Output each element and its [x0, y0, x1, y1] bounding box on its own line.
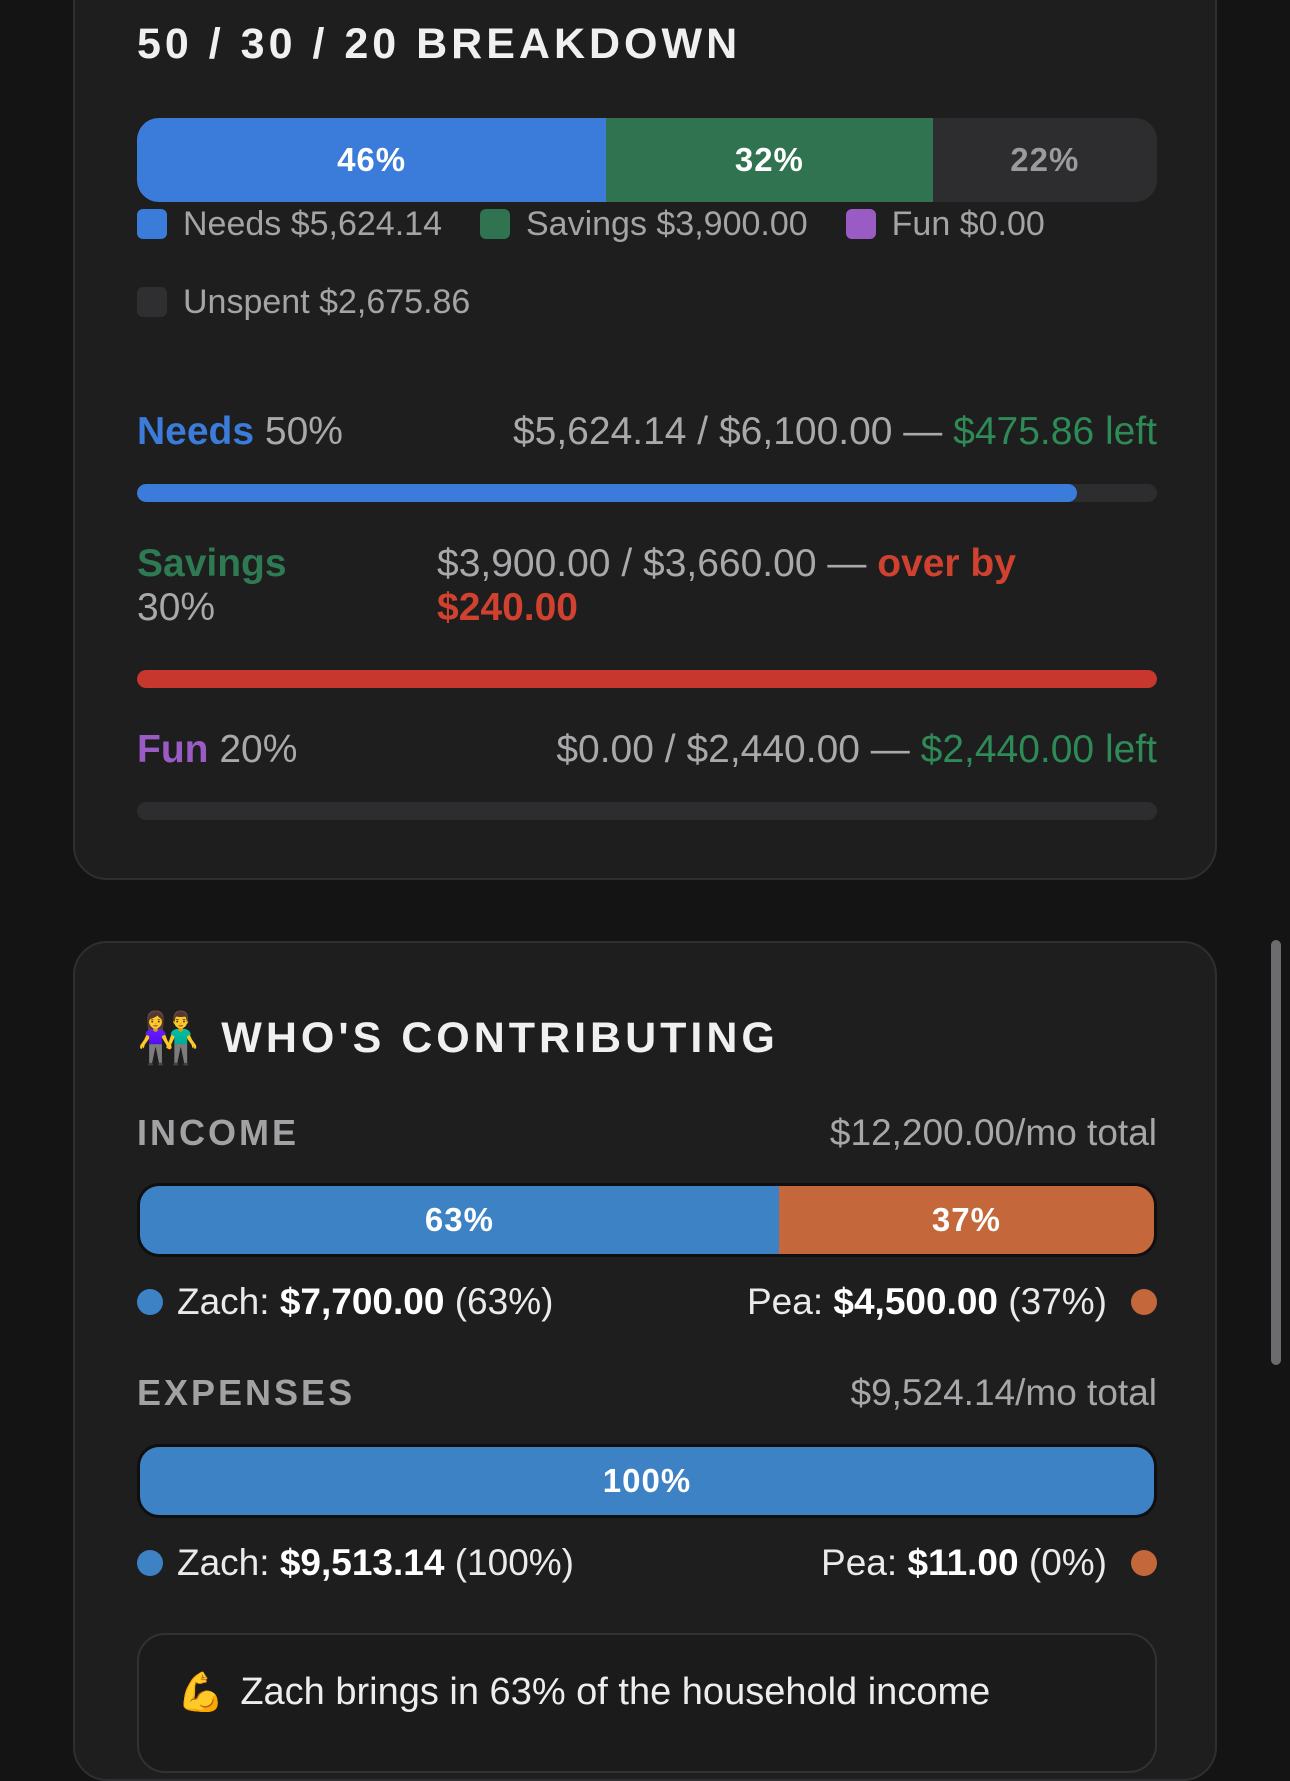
savings-status-label: over by	[877, 542, 1016, 585]
savings-pct: 30%	[137, 586, 216, 629]
needs-progress	[137, 484, 1157, 502]
allocation-legend: Needs $5,624.14 Savings $3,900.00 Fun $0…	[137, 202, 1177, 324]
savings-amount: $3,900.00 / $3,660.00 —	[437, 542, 867, 585]
income-people-row: Zach: $7,700.00 (63%) Pea: $4,500.00 (37…	[137, 1281, 1157, 1323]
expenses-pea-pct: (0%)	[1028, 1542, 1107, 1583]
unspent-segment: 22%	[932, 118, 1157, 202]
fun-amount: $0.00 / $2,440.00 —	[556, 728, 910, 771]
needs-segment: 46%	[137, 118, 607, 202]
expenses-zach-pct: (100%)	[454, 1542, 574, 1583]
zach-dot-icon	[137, 1289, 163, 1315]
income-pea-amount: $4,500.00	[833, 1281, 999, 1322]
savings-progress-fill	[137, 670, 1157, 688]
savings-name: Savings	[137, 542, 287, 585]
needs-amount: $5,624.14 / $6,100.00 —	[512, 410, 943, 453]
income-label: INCOME	[137, 1112, 299, 1153]
fun-row: Fun 20% $0.00 / $2,440.00 — $2,440.00 le…	[137, 728, 1157, 772]
income-pea: Pea: $4,500.00 (37%)	[747, 1281, 1157, 1323]
fun-progress	[137, 802, 1157, 820]
breakdown-title: 50 / 30 / 20 BREAKDOWN	[137, 20, 742, 68]
fun-status: $2,440.00 left	[920, 728, 1157, 771]
expenses-header: EXPENSES $9,524.14/mo total	[137, 1372, 1157, 1414]
expenses-pea: Pea: $11.00 (0%)	[821, 1542, 1157, 1584]
expenses-zach: Zach: $9,513.14 (100%)	[137, 1542, 574, 1584]
savings-swatch	[479, 209, 510, 239]
income-pea-name: Pea:	[747, 1281, 824, 1322]
income-split-bar: 63% 37%	[137, 1183, 1157, 1257]
legend-unspent: Unspent $2,675.86	[137, 280, 470, 324]
expenses-label: EXPENSES	[137, 1372, 356, 1413]
income-header: INCOME $12,200.00/mo total	[137, 1112, 1157, 1154]
expenses-zach-amount: $9,513.14	[279, 1542, 445, 1583]
legend-savings: Savings $3,900.00	[479, 202, 808, 246]
expenses-zach-segment: 100%	[140, 1447, 1154, 1515]
income-zach-pct: (63%)	[454, 1281, 554, 1322]
income-zach-amount: $7,700.00	[279, 1281, 445, 1322]
expenses-pea-name: Pea:	[821, 1542, 898, 1583]
legend-savings-label: Savings $3,900.00	[525, 204, 808, 243]
expenses-people-row: Zach: $9,513.14 (100%) Pea: $11.00 (0%)	[137, 1542, 1157, 1584]
savings-row: Savings 30% $3,900.00 / $3,660.00 — over…	[137, 542, 1157, 630]
fun-name: Fun	[137, 728, 209, 771]
unspent-swatch	[137, 287, 167, 317]
expenses-total: $9,524.14/mo total	[850, 1372, 1158, 1413]
needs-name: Needs	[137, 410, 255, 453]
income-total: $12,200.00/mo total	[829, 1112, 1157, 1153]
income-zach: Zach: $7,700.00 (63%)	[137, 1281, 553, 1323]
income-zach-segment: 63%	[140, 1186, 779, 1254]
needs-status: $475.86 left	[953, 410, 1157, 453]
needs-row: Needs 50% $5,624.14 / $6,100.00 — $475.8…	[137, 410, 1157, 454]
zach-dot-icon	[137, 1550, 163, 1576]
flexed-bicep-icon: 💪	[177, 1672, 225, 1714]
savings-segment: 32%	[606, 118, 933, 202]
insight-text: Zach brings in 63% of the household inco…	[240, 1671, 991, 1713]
savings-over-amount: $240.00	[437, 586, 578, 629]
fun-pct: 20%	[219, 728, 298, 771]
expenses-split-bar: 100%	[137, 1444, 1157, 1518]
page-scrollbar[interactable]	[1271, 940, 1281, 1365]
contributing-card: 👫 WHO'S CONTRIBUTING INCOME $12,200.00/m…	[73, 941, 1217, 1781]
legend-fun-label: Fun $0.00	[891, 204, 1045, 243]
expenses-zach-name: Zach:	[177, 1542, 270, 1583]
income-zach-name: Zach:	[177, 1281, 270, 1322]
pea-dot-icon	[1131, 1550, 1157, 1576]
fun-swatch	[845, 209, 876, 239]
income-insight-callout: 💪 Zach brings in 63% of the household in…	[137, 1633, 1157, 1773]
expenses-pea-amount: $11.00	[907, 1542, 1019, 1583]
needs-pct: 50%	[264, 410, 343, 453]
needs-progress-fill	[137, 484, 1078, 502]
pea-dot-icon	[1131, 1289, 1157, 1315]
legend-unspent-label: Unspent $2,675.86	[183, 282, 471, 321]
savings-progress	[137, 670, 1157, 688]
needs-swatch	[137, 209, 167, 239]
couple-emoji-icon: 👫	[137, 1010, 200, 1066]
contributing-header: 👫 WHO'S CONTRIBUTING	[137, 1009, 779, 1068]
income-pea-pct: (37%)	[1008, 1281, 1107, 1322]
legend-needs-label: Needs $5,624.14	[183, 204, 442, 243]
contributing-title: WHO'S CONTRIBUTING	[221, 1014, 779, 1062]
income-pea-segment: 37%	[778, 1186, 1154, 1254]
breakdown-card: 50 / 30 / 20 BREAKDOWN 46% 32% 22% Needs…	[73, 0, 1217, 880]
legend-needs: Needs $5,624.14	[137, 202, 442, 246]
allocation-stacked-bar: 46% 32% 22%	[137, 118, 1157, 202]
legend-fun: Fun $0.00	[845, 202, 1045, 246]
